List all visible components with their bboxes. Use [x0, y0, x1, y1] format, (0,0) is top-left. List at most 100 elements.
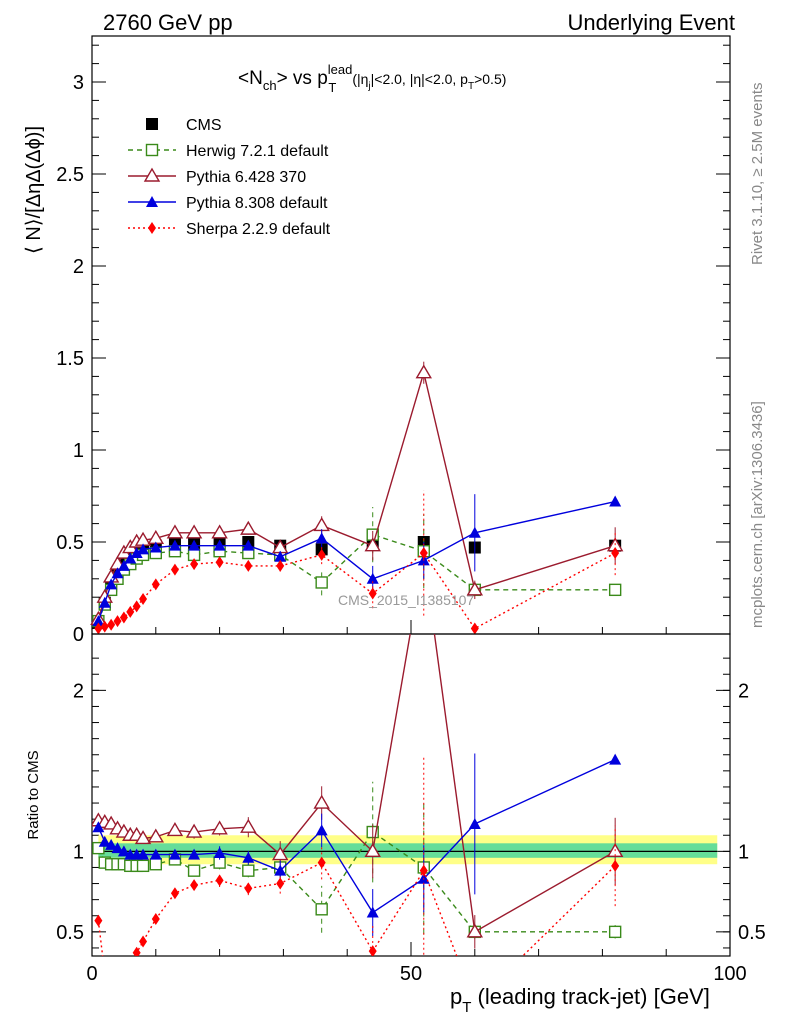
y-tick-label: 3 — [73, 72, 84, 94]
ratio-point-pythia8 — [92, 821, 105, 833]
ratio-point-herwig — [149, 858, 163, 871]
ratio-point-pythia8 — [111, 842, 124, 854]
ratio-point-herwig — [92, 841, 105, 855]
legend-label: Sherpa 2.2.9 default — [186, 221, 331, 238]
data-point-pythia8 — [92, 615, 105, 627]
legend-label: Herwig 7.2.1 default — [186, 143, 329, 160]
ratio-y-tick-label-right: 1 — [738, 841, 749, 863]
y-tick-label: 0.5 — [56, 532, 84, 554]
x-tick-label: 50 — [400, 963, 422, 985]
ratio-point-pythia6 — [466, 923, 484, 938]
ratio-point-sherpa — [244, 882, 253, 895]
ratio-y-tick-label-right: 2 — [738, 680, 749, 702]
data-point-pythia6 — [364, 537, 381, 552]
x-axis-label: pT (leading track-jet) [GeV] — [450, 984, 710, 1016]
ratio-point-pythia6 — [240, 818, 257, 833]
data-point-pythia8 — [366, 572, 379, 584]
data-point-pythia6 — [415, 364, 432, 379]
series-line-sherpa — [98, 552, 616, 630]
side-text-rivet: Rivet 3.1.10, ≥ 2.5M events — [749, 83, 766, 266]
data-point-sherpa — [107, 618, 116, 631]
ratio-point-pythia6 — [185, 823, 203, 838]
data-point-sherpa — [470, 622, 479, 635]
y-tick-label: 1.5 — [56, 348, 84, 370]
data-point-sherpa — [190, 558, 199, 571]
data-point-sherpa — [151, 578, 160, 591]
data-point-sherpa — [611, 547, 620, 560]
legend: CMS Herwig 7.2.1 default Pythia 6.428 370 P… — [128, 117, 331, 238]
ratio-point-pythia8 — [468, 817, 481, 829]
ratio-plot-frame — [91, 633, 731, 957]
data-point-pythia8 — [124, 552, 137, 564]
ratio-point-sherpa — [368, 945, 377, 956]
ratio-point-sherpa — [151, 912, 160, 925]
cms-uncertainty-band-inner — [98, 843, 718, 858]
data-point-pythia8 — [137, 543, 150, 555]
data-point-sherpa — [215, 556, 224, 569]
legend-marker-herwig — [145, 143, 159, 157]
ratio-point-herwig — [136, 859, 150, 873]
top-y-axis-label: ⟨ N⟩/[ΔηΔ(Δϕ)] — [23, 126, 45, 254]
ratio-line-pythia6 — [98, 634, 616, 933]
ratio-point-pythia8 — [274, 864, 287, 876]
data-point-pythia6 — [211, 524, 228, 539]
data-point-pythia8 — [168, 539, 181, 551]
data-point-pythia8 — [609, 495, 622, 507]
data-point-sherpa — [113, 615, 122, 628]
data-point-sherpa — [119, 611, 128, 624]
side-text-mcplots: mcplots.cern.ch [arXiv:1306.3436] — [749, 401, 766, 628]
data-point-pythia8 — [105, 578, 118, 590]
legend-marker-cms — [146, 118, 158, 130]
header-collision-label: 2760 GeV pp — [103, 10, 233, 35]
data-point-sherpa — [132, 600, 141, 613]
ratio-y-tick-label-right: 0.5 — [738, 922, 766, 944]
y-tick-label: 1 — [73, 440, 84, 462]
data-point-pythia6 — [466, 581, 484, 596]
header-analysis-label: Underlying Event — [567, 10, 735, 35]
y-tick-label: 0 — [73, 624, 84, 646]
legend-entry-cms: CMS — [146, 117, 222, 134]
legend-label: Pythia 6.428 370 — [186, 169, 306, 186]
data-point-sherpa — [126, 605, 135, 618]
legend-entry-pythia6: Pythia 6.428 370 — [128, 167, 306, 186]
ratio-plot-panel: 0.5 0.5 1 1 2 2 0 50 100 — [56, 633, 766, 985]
data-point-pythia8 — [130, 547, 143, 559]
legend-entry-pythia8: Pythia 8.308 default — [128, 195, 328, 212]
data-point-sherpa — [170, 563, 179, 576]
ratio-point-herwig — [242, 864, 255, 877]
ratio-point-pythia8 — [609, 753, 622, 765]
data-point-herwig — [608, 583, 622, 597]
series-pythia6 — [90, 361, 624, 625]
plot-title: <Nch> vs plead T(|ηj|<2.0, |η|<2.0, pT>0.… — [238, 62, 506, 95]
main-plot-panel: 0 0.5 1 1.5 2 2.5 3 — [56, 35, 731, 646]
ratio-point-sherpa — [132, 946, 141, 956]
ratio-y-tick-label: 0.5 — [56, 922, 84, 944]
ratio-point-pythia6 — [313, 794, 330, 809]
data-point-pythia8 — [98, 596, 111, 608]
data-point-pythia8 — [117, 559, 130, 571]
y-tick-label: 2 — [73, 256, 84, 278]
legend-label: Pythia 8.308 default — [186, 195, 328, 212]
ratio-point-pythia6 — [147, 828, 165, 843]
legend-entry-sherpa: Sherpa 2.2.9 default — [128, 221, 331, 238]
ratio-point-herwig — [608, 925, 622, 939]
data-point-pythia8 — [468, 526, 481, 538]
data-point-pythia8 — [315, 532, 328, 544]
ratio-y-axis-label: Ratio to CMS — [25, 750, 42, 839]
ratio-point-pythia8 — [117, 845, 130, 857]
ratio-point-sherpa — [139, 935, 148, 948]
ratio-series-pythia6 — [92, 634, 624, 949]
ratio-point-sherpa — [190, 879, 199, 892]
data-point-pythia6 — [240, 520, 257, 535]
legend-marker-pythia8 — [146, 196, 158, 207]
data-point-pythia8 — [213, 539, 226, 551]
data-point-pythia8 — [242, 539, 255, 551]
ratio-point-sherpa — [170, 887, 179, 900]
ratio-point-pythia6 — [211, 820, 228, 835]
ratio-point-pythia8 — [137, 848, 150, 860]
series-line-pythia6 — [97, 369, 616, 620]
ratio-point-sherpa — [419, 864, 428, 877]
ratio-point-pythia8 — [168, 848, 181, 860]
legend-entry-herwig: Herwig 7.2.1 default — [128, 143, 329, 160]
data-point-pythia6 — [313, 517, 330, 532]
